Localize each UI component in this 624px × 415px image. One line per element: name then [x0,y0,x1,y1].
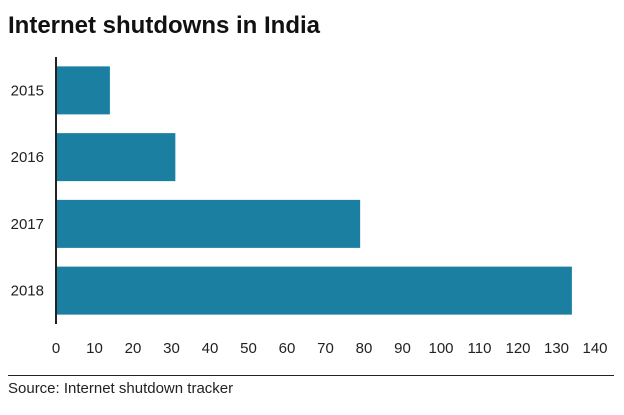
chart-title: Internet shutdowns in India [8,12,320,39]
x-tick-label-40: 40 [202,340,219,357]
y-tick-label-2017: 2017 [11,216,44,233]
x-tick-label-60: 60 [279,340,296,357]
x-tick-label-130: 130 [544,340,569,357]
source-divider [8,375,614,376]
bar-2017 [56,199,361,248]
y-axis-labels: 2015 2016 2017 2018 [11,82,44,299]
x-tick-label-100: 100 [428,340,453,357]
bar-2018 [56,266,572,315]
x-tick-label-90: 90 [394,340,411,357]
x-tick-label-120: 120 [505,340,530,357]
x-tick-label-110: 110 [468,340,492,357]
bars-group [56,66,572,315]
y-tick-label-2018: 2018 [11,283,44,300]
x-tick-label-20: 20 [125,340,142,357]
y-tick-label-2016: 2016 [11,149,44,166]
bar-2016 [56,133,176,182]
x-tick-label-50: 50 [240,340,257,357]
x-tick-label-30: 30 [163,340,180,357]
y-tick-label-2015: 2015 [11,82,44,99]
x-axis-labels: 0 10 20 30 40 50 60 70 80 90 100 110 120 130 140 [52,340,608,357]
x-tick-label-80: 80 [356,340,373,357]
x-tick-label-0: 0 [52,340,60,357]
bar-2015 [56,66,110,115]
x-tick-label-10: 10 [86,340,103,357]
bar-chart: 2015 2016 2017 2018 0 10 20 30 40 50 60 70 80 90 100 1… [11,57,608,357]
x-tick-label-140: 140 [582,340,607,357]
x-tick-label-70: 70 [317,340,334,357]
source-note: Source: Internet shutdown tracker [8,380,234,397]
